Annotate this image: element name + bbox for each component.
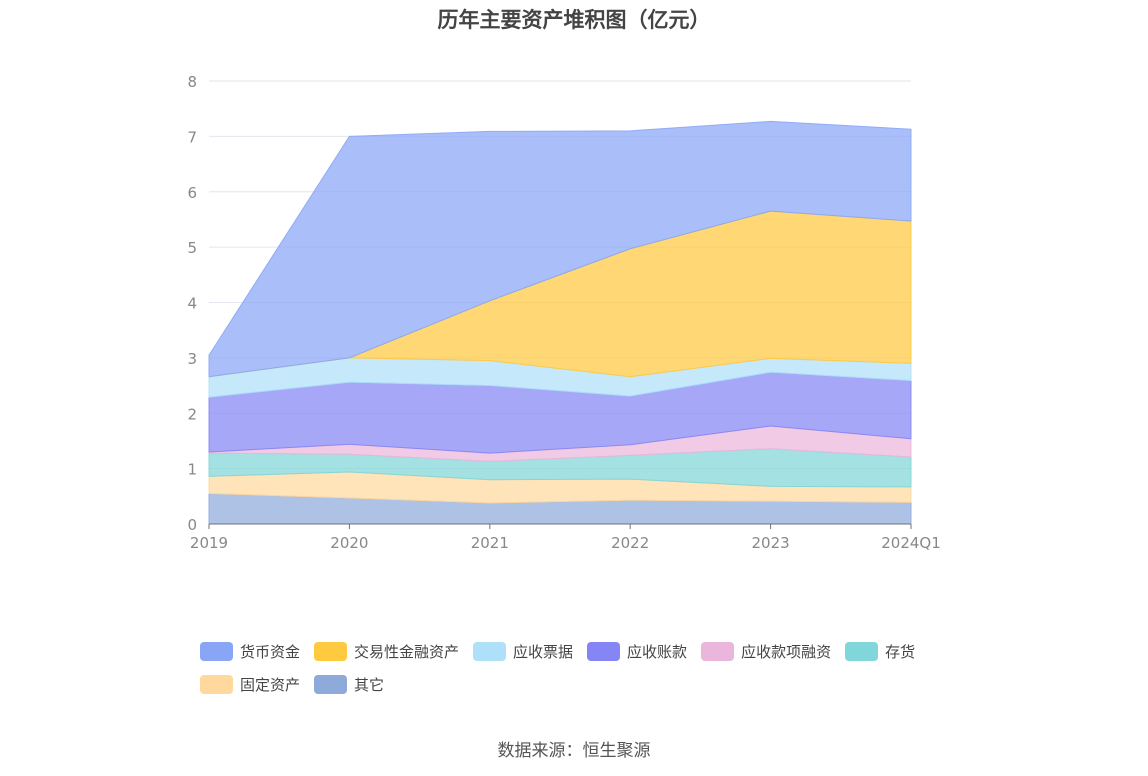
legend-item[interactable]: 货币资金 [200,638,300,664]
legend-swatch [314,641,348,661]
legend-label: 货币资金 [240,642,301,661]
y-tick-label: 7 [187,128,197,146]
y-tick-label: 3 [187,350,197,368]
area-series-layer [208,120,912,525]
legend: 货币资金 交易性金融资产 应收票据 应收账款 应收款项融资 存货固定资产 其它 [200,638,980,704]
legend-swatch [473,641,507,661]
x-tick-label: 2019 [190,534,228,552]
y-tick-label: 5 [187,239,197,257]
legend-label: 应收票据 [513,642,574,661]
y-tick-label: 6 [187,184,197,202]
legend-label: 其它 [354,675,385,694]
legend-item[interactable]: 应收票据 [473,638,573,664]
legend-label: 应收款项融资 [741,642,832,661]
legend-item[interactable]: 应收账款 [587,638,687,664]
x-tick-label: 2021 [471,534,509,552]
x-tick-label: 2024Q1 [881,534,941,552]
chart-plot: 0 1 2 3 4 5 6 7 8 2019 2020 2021 2022 2023 2024Q1 [187,73,940,552]
legend-item[interactable]: 应收款项融资 [701,638,831,664]
legend-item[interactable]: 交易性金融资产 [314,638,459,664]
x-tick-label: 2022 [611,534,649,552]
data-source-note: 数据来源：恒生聚源 [497,741,651,761]
area-series-7[interactable] [208,120,912,378]
legend-item[interactable]: 固定资产 [200,671,300,697]
legend-swatch [587,641,621,661]
legend-swatch [200,641,233,661]
y-tick-label: 4 [187,295,197,313]
y-tick-label: 0 [187,516,197,534]
legend-swatch [845,641,879,661]
x-tick-label: 2023 [752,534,790,552]
y-tick-label: 8 [187,73,197,91]
legend-label: 交易性金融资产 [354,642,460,661]
y-tick-label: 2 [187,405,197,423]
x-tick-label: 2020 [330,534,368,552]
legend-swatch [701,641,735,661]
legend-swatch [314,674,348,694]
legend-label: 固定资产 [240,675,301,694]
y-tick-label: 1 [187,461,197,479]
chart-title: 历年主要资产堆积图（亿元） [437,8,711,32]
axes: 0 1 2 3 4 5 6 7 8 2019 2020 2021 2022 2023 2024Q1 [187,73,940,552]
legend-item[interactable]: 存货 [845,638,915,664]
legend-item[interactable]: 其它 [314,671,384,697]
legend-label: 存货 [885,642,916,661]
legend-swatch [200,674,233,694]
legend-label: 应收账款 [627,642,688,661]
